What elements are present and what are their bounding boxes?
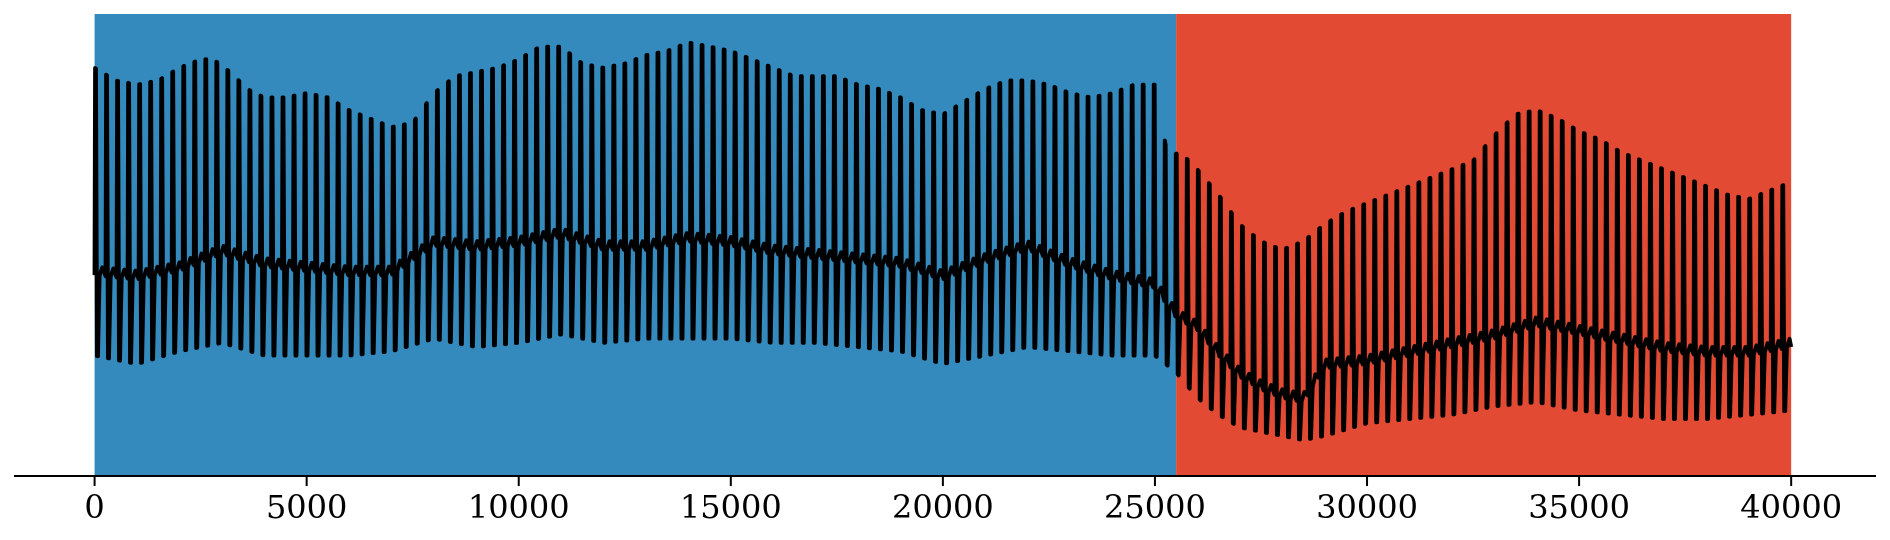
x-tick-label: 35000 bbox=[1528, 488, 1630, 526]
signal-series bbox=[92, 40, 1794, 442]
signal-line-1 bbox=[92, 40, 1794, 442]
x-tick-label: 15000 bbox=[680, 488, 782, 526]
x-tick-label: 25000 bbox=[1104, 488, 1206, 526]
x-axis-ticks: 0 5000 10000 15000 20000 25000 30000 35000 40000 bbox=[84, 476, 1842, 526]
x-tick-label: 0 bbox=[84, 488, 104, 526]
x-tick-label: 10000 bbox=[468, 488, 570, 526]
x-tick-label: 5000 bbox=[266, 488, 347, 526]
x-tick-label: 20000 bbox=[892, 488, 994, 526]
x-tick-label: 40000 bbox=[1740, 488, 1842, 526]
x-tick-label: 30000 bbox=[1316, 488, 1418, 526]
